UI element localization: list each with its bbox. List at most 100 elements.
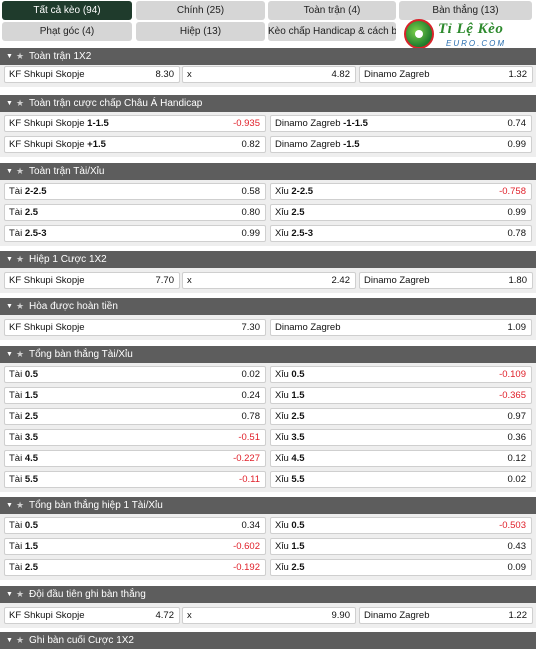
- odds-cell[interactable]: Tài 2.5-3 0.99: [4, 225, 266, 242]
- odds-cell[interactable]: Dinamo Zagreb 1.09: [270, 319, 532, 336]
- section-header[interactable]: ▼ ★ Ghi bàn cuối Cược 1X2: [0, 632, 536, 649]
- selection-label: Tài 0.5: [9, 518, 38, 533]
- selection-name: Xỉu: [275, 562, 289, 573]
- section-header[interactable]: ▼ ★ Đội đầu tiên ghi bàn thắng: [0, 586, 536, 603]
- selection-label: x: [187, 273, 192, 288]
- tab-0[interactable]: Tất cả kèo (94): [2, 1, 132, 20]
- favorite-star-icon[interactable]: ★: [15, 635, 25, 645]
- collapse-chevron-icon[interactable]: ▼: [6, 168, 13, 175]
- tab-2[interactable]: Toàn trận (4): [268, 1, 396, 20]
- odds-cell[interactable]: KF Shkupi Skopje 1-1.5 -0.935: [4, 115, 266, 132]
- odds-cell[interactable]: Dinamo Zagreb -1.5 0.99: [270, 136, 532, 153]
- section-title: Toàn trận cược chấp Châu Á Handicap: [29, 98, 203, 109]
- handicap-line: 0.5: [291, 520, 305, 531]
- section-header[interactable]: ▼ ★ Toàn trận Tài/Xỉu: [0, 163, 536, 180]
- odds-cell[interactable]: Dinamo Zagreb 1.32: [359, 66, 533, 83]
- odds-value: 0.58: [241, 186, 261, 197]
- odds-value: 0.43: [507, 541, 527, 552]
- favorite-star-icon[interactable]: ★: [15, 301, 25, 311]
- tab-6[interactable]: Kèo chấp Handicap & cách biệt (2): [268, 22, 396, 41]
- odds-value: 0.82: [241, 139, 261, 150]
- odds-cell[interactable]: Xỉu 4.5 0.12: [270, 450, 532, 467]
- selection-name: Dinamo Zagreb: [364, 69, 430, 80]
- odds-cell[interactable]: KF Shkupi Skopje 7.30: [4, 319, 266, 336]
- selection-label: Tài 2.5: [9, 409, 38, 424]
- tab-1[interactable]: Chính (25): [136, 1, 265, 20]
- favorite-star-icon[interactable]: ★: [15, 98, 25, 108]
- favorite-star-icon[interactable]: ★: [15, 51, 25, 61]
- collapse-chevron-icon[interactable]: ▼: [6, 303, 13, 310]
- favorite-star-icon[interactable]: ★: [15, 500, 25, 510]
- selection-label: Xỉu 2.5-3: [275, 226, 313, 241]
- collapse-chevron-icon[interactable]: ▼: [6, 256, 13, 263]
- odds-cell[interactable]: Xỉu 2.5 0.09: [270, 559, 532, 576]
- section-header[interactable]: ▼ ★ Toàn trận cược chấp Châu Á Handicap: [0, 95, 536, 112]
- handicap-line: 2.5: [291, 562, 305, 573]
- odds-value: 0.02: [241, 369, 261, 380]
- odds-cell[interactable]: Xỉu 2.5-3 0.78: [270, 225, 532, 242]
- odds-cell[interactable]: Tài 0.5 0.34: [4, 517, 266, 534]
- odds-cell[interactable]: x 2.42: [182, 272, 356, 289]
- site-logo[interactable]: Tỉ Lệ Kèo EURO.COM: [402, 19, 532, 49]
- odds-cell[interactable]: Tài 1.5 0.24: [4, 387, 266, 404]
- selection-label: Tài 1.5: [9, 539, 38, 554]
- odds-cell[interactable]: Tài 0.5 0.02: [4, 366, 266, 383]
- odds-cell[interactable]: Xỉu 1.5 -0.365: [270, 387, 532, 404]
- odds-cell[interactable]: Xỉu 2.5 0.99: [270, 204, 532, 221]
- selection-name: Xỉu: [275, 520, 289, 531]
- odds-cell[interactable]: Xỉu 5.5 0.02: [270, 471, 532, 488]
- odds-cell[interactable]: Tài 2-2.5 0.58: [4, 183, 266, 200]
- odds-cell[interactable]: Xỉu 2-2.5 -0.758: [270, 183, 532, 200]
- section-header[interactable]: ▼ ★ Tổng bàn thắng Tài/Xỉu: [0, 346, 536, 363]
- section-header[interactable]: ▼ ★ Hòa được hoàn tiền: [0, 298, 536, 315]
- favorite-star-icon[interactable]: ★: [15, 166, 25, 176]
- handicap-line: 1.5: [24, 541, 39, 552]
- odds-cell[interactable]: Dinamo Zagreb 1.80: [359, 272, 533, 289]
- selection-name: Xỉu: [275, 432, 289, 443]
- odds-cell[interactable]: Tài 2.5 0.78: [4, 408, 266, 425]
- odds-cell[interactable]: Dinamo Zagreb -1-1.5 0.74: [270, 115, 532, 132]
- odds-cell[interactable]: KF Shkupi Skopje 8.30: [4, 66, 180, 83]
- collapse-chevron-icon[interactable]: ▼: [6, 100, 13, 107]
- odds-cell[interactable]: Tài 2.5 -0.192: [4, 559, 266, 576]
- tab-5[interactable]: Hiệp (13): [136, 22, 265, 41]
- odds-cell[interactable]: Xỉu 1.5 0.43: [270, 538, 532, 555]
- selection-name: Tài: [9, 562, 23, 573]
- favorite-star-icon[interactable]: ★: [15, 349, 25, 359]
- section-header[interactable]: ▼ ★ Toàn trận 1X2: [0, 48, 536, 65]
- handicap-line: 2.5-3: [24, 228, 47, 239]
- odds-cell[interactable]: Xỉu 0.5 -0.503: [270, 517, 532, 534]
- favorite-star-icon[interactable]: ★: [15, 589, 25, 599]
- collapse-chevron-icon[interactable]: ▼: [6, 502, 13, 509]
- odds-cell[interactable]: Tài 4.5 -0.227: [4, 450, 266, 467]
- odds-cell[interactable]: Tài 1.5 -0.602: [4, 538, 266, 555]
- collapse-chevron-icon[interactable]: ▼: [6, 637, 13, 644]
- collapse-chevron-icon[interactable]: ▼: [6, 53, 13, 60]
- section-title: Đội đầu tiên ghi bàn thắng: [29, 589, 146, 600]
- odds-cell[interactable]: x 4.82: [182, 66, 356, 83]
- tab-3[interactable]: Bàn thắng (13): [399, 1, 532, 20]
- selection-label: x: [187, 67, 192, 82]
- selection-name: Tài: [9, 228, 23, 239]
- odds-cell[interactable]: Xỉu 2.5 0.97: [270, 408, 532, 425]
- odds-cell[interactable]: Tài 2.5 0.80: [4, 204, 266, 221]
- collapse-chevron-icon[interactable]: ▼: [6, 351, 13, 358]
- odds-cell[interactable]: KF Shkupi Skopje +1.5 0.82: [4, 136, 266, 153]
- odds-value: 2.42: [331, 275, 351, 286]
- section-header[interactable]: ▼ ★ Hiệp 1 Cược 1X2: [0, 251, 536, 268]
- odds-cell[interactable]: Xỉu 0.5 -0.109: [270, 366, 532, 383]
- selection-label: KF Shkupi Skopje: [9, 67, 85, 82]
- odds-cell[interactable]: x 9.90: [182, 607, 356, 624]
- odds-cell[interactable]: KF Shkupi Skopje 4.72: [4, 607, 180, 624]
- collapse-chevron-icon[interactable]: ▼: [6, 591, 13, 598]
- odds-cell[interactable]: Dinamo Zagreb 1.22: [359, 607, 533, 624]
- favorite-star-icon[interactable]: ★: [15, 254, 25, 264]
- odds-cell[interactable]: Tài 3.5 -0.51: [4, 429, 266, 446]
- odds-cell[interactable]: KF Shkupi Skopje 7.70: [4, 272, 180, 289]
- section-title: Hòa được hoàn tiền: [29, 301, 118, 312]
- odds-cell[interactable]: Tài 5.5 -0.11: [4, 471, 266, 488]
- section-header[interactable]: ▼ ★ Tổng bàn thắng hiệp 1 Tài/Xỉu: [0, 497, 536, 514]
- tab-4[interactable]: Phạt góc (4): [2, 22, 132, 41]
- odds-cell[interactable]: Xỉu 3.5 0.36: [270, 429, 532, 446]
- selection-name: Xỉu: [275, 369, 289, 380]
